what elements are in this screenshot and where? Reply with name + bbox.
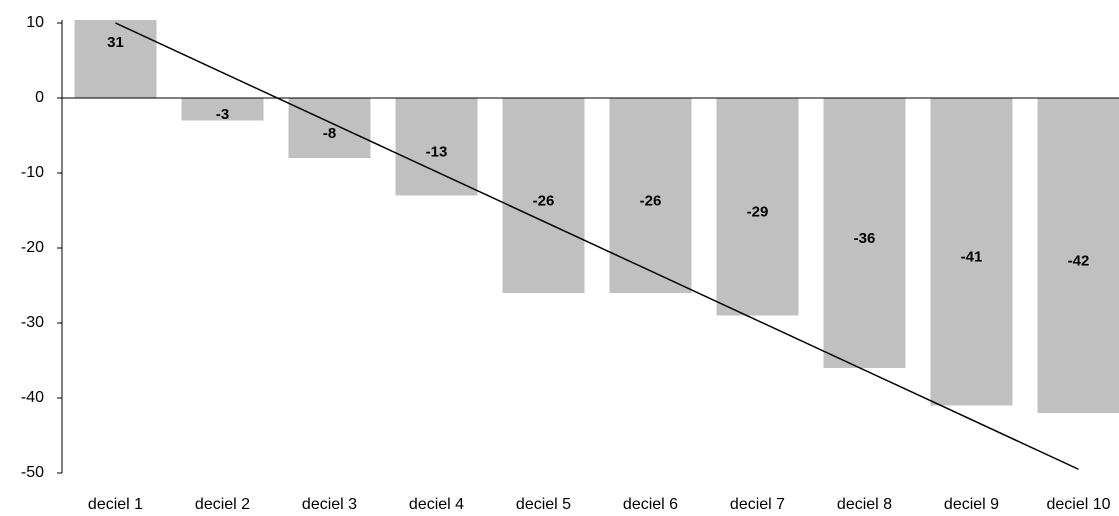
- x-tick-label: deciel 1: [88, 496, 143, 513]
- value-label: -8: [323, 125, 336, 142]
- bar: [716, 98, 799, 316]
- x-tick-label: deciel 3: [302, 496, 357, 513]
- x-tick-label: deciel 10: [1046, 496, 1110, 513]
- bar: [930, 98, 1013, 406]
- value-label: 31: [107, 34, 124, 51]
- trendline: [115, 22, 1079, 470]
- y-tick-label: 10: [26, 14, 44, 31]
- y-tick-label: -20: [21, 239, 44, 256]
- value-label: -13: [426, 144, 448, 161]
- y-tick-label: -50: [21, 464, 44, 481]
- bar: [502, 98, 585, 293]
- value-label: -41: [961, 249, 983, 266]
- y-tick-label: -30: [21, 314, 44, 331]
- bar: [609, 98, 692, 293]
- bar: [74, 20, 157, 98]
- value-label: -29: [747, 204, 769, 221]
- value-label: -42: [1068, 252, 1090, 269]
- bar: [395, 98, 478, 196]
- y-tick-label: -40: [21, 389, 44, 406]
- value-label: -26: [640, 192, 662, 209]
- x-tick-label: deciel 6: [623, 496, 678, 513]
- y-tick-label: -10: [21, 164, 44, 181]
- bar: [181, 98, 264, 121]
- y-tick-label: 0: [35, 89, 44, 106]
- x-tick-label: deciel 9: [944, 496, 999, 513]
- x-tick-label: deciel 8: [837, 496, 892, 513]
- value-label: -26: [533, 192, 555, 209]
- bar: [823, 98, 906, 368]
- plot-area: [74, 20, 1119, 413]
- value-label: -36: [854, 230, 876, 247]
- x-tick-label: deciel 5: [516, 496, 571, 513]
- bar: [1037, 98, 1119, 413]
- x-tick-label: deciel 4: [409, 496, 464, 513]
- x-tick-label: deciel 2: [195, 496, 250, 513]
- x-tick-label: deciel 7: [730, 496, 785, 513]
- bar: [288, 98, 371, 158]
- value-label: -3: [216, 106, 229, 123]
